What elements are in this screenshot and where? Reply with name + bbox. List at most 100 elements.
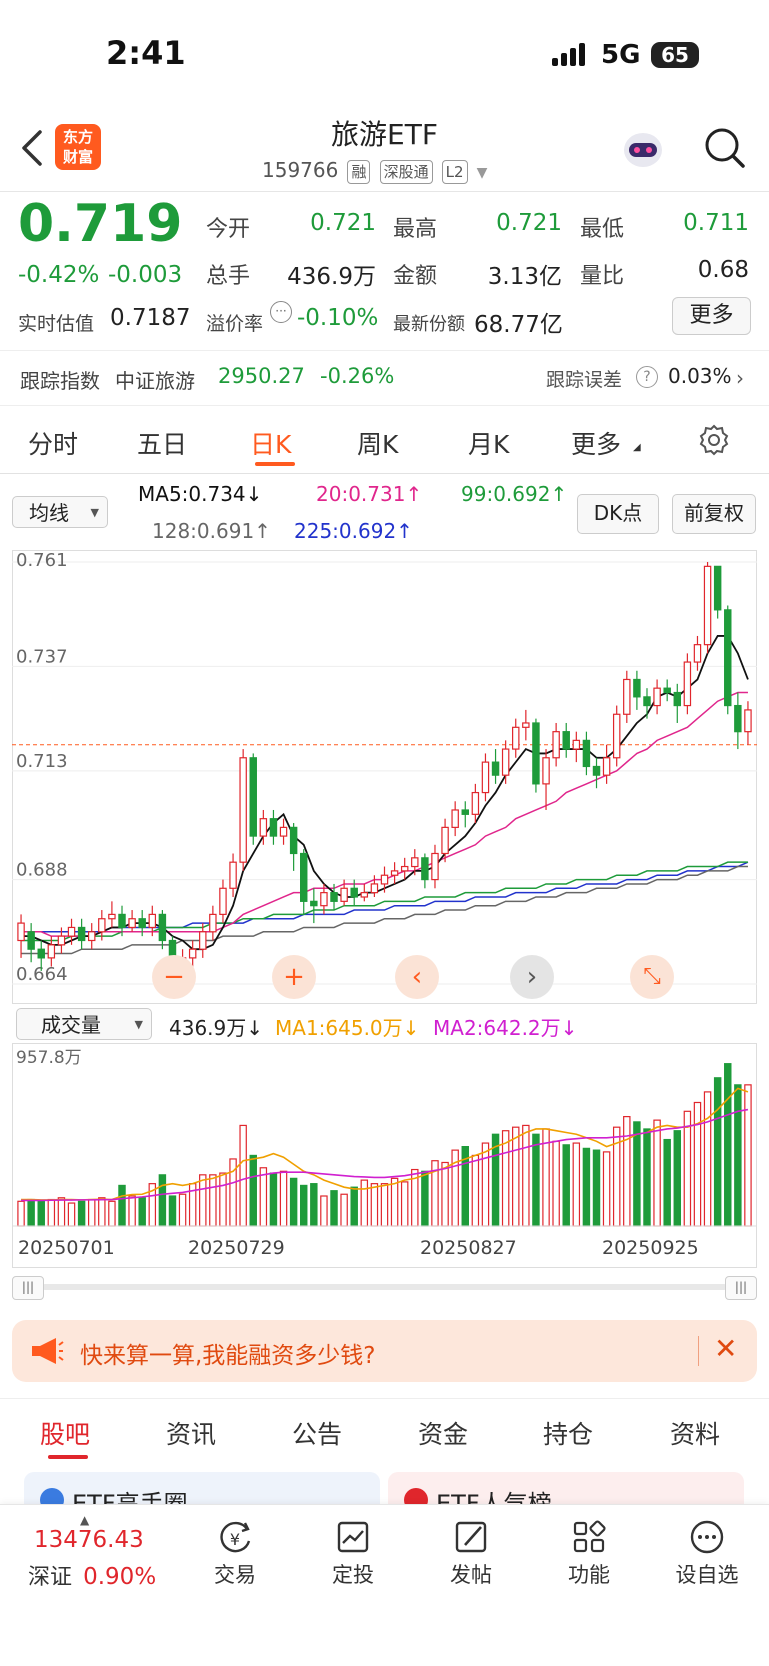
tab-monthly-k[interactable]: 月K [468, 430, 510, 459]
candle-body [67, 926, 76, 937]
candle-body [633, 678, 641, 698]
volume-bar [27, 1198, 35, 1227]
settings-icon[interactable] [697, 423, 731, 457]
volume-max-label: 957.8万 [16, 1048, 82, 1068]
card-icon [404, 1488, 428, 1506]
tab-holdings[interactable]: 持仓 [543, 1420, 594, 1449]
tab-funds[interactable]: 资金 [418, 1420, 469, 1449]
candle-body [188, 948, 197, 959]
tab-intraday[interactable]: 分时 [28, 430, 79, 459]
volume-bar [47, 1198, 56, 1227]
index-ticker[interactable]: ▲ 13476.43 深证 0.90% [28, 1513, 178, 1591]
candlestick-chart[interactable]: 0.761 0.737 0.713 0.688 0.664 [12, 550, 757, 1004]
tab-more[interactable]: 更多 [571, 430, 622, 459]
volume-bar [178, 1193, 187, 1227]
volume-bar [713, 1077, 722, 1227]
shares-label: 最新份额 [393, 314, 465, 335]
volume-chart[interactable]: 957.8万 20250701 20250729 20250827 20250925 [12, 1043, 757, 1268]
amount-label: 金额 [393, 264, 438, 289]
tab-profile[interactable]: 资料 [670, 1420, 721, 1449]
candle-body [269, 818, 278, 837]
close-icon[interactable]: ✕ [714, 1332, 738, 1365]
scroll-handle-right[interactable]: ||| [725, 1276, 757, 1300]
volume-bar [98, 1197, 106, 1227]
volume-bar [259, 1167, 268, 1227]
help-icon[interactable]: ? [636, 366, 658, 388]
candle-body [289, 826, 298, 855]
volume-bar [522, 1124, 530, 1227]
dk-point-button[interactable]: DK点 [577, 494, 659, 534]
open-label: 今开 [206, 217, 251, 242]
tab-announcement[interactable]: 公告 [292, 1420, 343, 1449]
ma20-label: 20:0.731↑ [316, 482, 423, 506]
tab-news[interactable]: 资讯 [166, 1420, 217, 1449]
fullscreen-icon[interactable]: ⤡ [630, 955, 674, 999]
range-scrollbar[interactable]: ||| ||| [12, 1276, 757, 1300]
volume-bar [390, 1177, 399, 1227]
volume-value: 436.9万 [287, 264, 376, 290]
back-button[interactable] [16, 126, 46, 170]
app-logo[interactable]: 东方 财富 [55, 124, 101, 170]
candle-body [17, 922, 25, 942]
chevron-right-icon[interactable]: › [736, 366, 744, 390]
volume-bar [512, 1126, 520, 1227]
tag-connect: 深股通 [379, 160, 433, 184]
nav-auto-invest[interactable]: 定投 [303, 1519, 403, 1589]
dropdown-arrow-icon: ▼ [90, 506, 99, 519]
volume-bar [168, 1195, 177, 1227]
card-etf-experts[interactable]: ETF高手圈 [24, 1472, 380, 1506]
volume-label: 总手 [206, 264, 251, 289]
zoom-out-icon[interactable]: − [152, 955, 196, 999]
nav-add-watchlist[interactable]: 设自选 [657, 1519, 757, 1589]
candle-body [481, 761, 490, 794]
candle-body [491, 761, 500, 776]
candle-body [128, 918, 136, 929]
promo-banner[interactable]: 快来算一算,我能融资多少钱? ✕ [12, 1320, 757, 1382]
volume-bar [532, 1133, 540, 1227]
tab-forum[interactable]: 股吧 [40, 1420, 91, 1449]
y-tick-label: 0.664 [16, 964, 68, 985]
tab-five-day[interactable]: 五日 [137, 430, 188, 459]
tracking-error-value[interactable]: 0.03% [668, 364, 732, 388]
chart-prev-button[interactable]: ‹ [395, 955, 439, 999]
premium-info-icon[interactable]: ··· [270, 301, 292, 323]
tab-daily-k[interactable]: 日K [250, 430, 292, 459]
header-divider [0, 191, 769, 192]
search-icon[interactable] [703, 126, 747, 170]
nav-trade[interactable]: ¥ 交易 [185, 1519, 285, 1589]
estimate-label: 实时估值 [18, 313, 95, 335]
page-title: 旅游ETF [331, 118, 438, 151]
candle-body [148, 913, 157, 929]
adjust-button[interactable]: 前复权 [672, 494, 756, 534]
ma-selector[interactable]: 均线 ▼ [12, 496, 108, 528]
tab-more-arrow-icon: ◢ [633, 442, 641, 453]
volume-bar [209, 1174, 217, 1227]
candle-body [643, 696, 651, 707]
x-tick-label: 20250925 [602, 1237, 699, 1259]
volume-bar [340, 1193, 348, 1227]
nav-post[interactable]: 发帖 [421, 1519, 521, 1589]
edit-icon [421, 1519, 521, 1559]
section-divider-3 [0, 473, 769, 474]
dropdown-icon: ▼ [476, 165, 488, 181]
more-button[interactable]: 更多 [672, 297, 751, 335]
candle-body [390, 870, 399, 876]
candle-body [562, 731, 570, 750]
tab-weekly-k[interactable]: 周K [357, 430, 399, 459]
volume-bar [633, 1121, 641, 1227]
robot-assistant-icon[interactable] [620, 126, 666, 172]
candle-body [330, 892, 338, 902]
candle-body [441, 826, 449, 855]
volume-ratio-value: 0.68 [697, 257, 749, 283]
nav-functions[interactable]: 功能 [539, 1519, 639, 1589]
nav-add-watchlist-label: 设自选 [675, 1563, 739, 1587]
scroll-handle-left[interactable]: ||| [12, 1276, 44, 1300]
volume-selector[interactable]: 成交量 ▼ [16, 1008, 152, 1040]
chart-next-button[interactable]: › [510, 955, 554, 999]
header-subinfo[interactable]: 159766 融 深股通 L2 ▼ [262, 158, 487, 184]
crosshair-icon[interactable]: + [272, 955, 316, 999]
candle-body [259, 818, 268, 837]
volume-bar [320, 1195, 328, 1227]
card-etf-popular[interactable]: ETF人气榜 [388, 1472, 744, 1506]
volume-bar [602, 1151, 611, 1227]
